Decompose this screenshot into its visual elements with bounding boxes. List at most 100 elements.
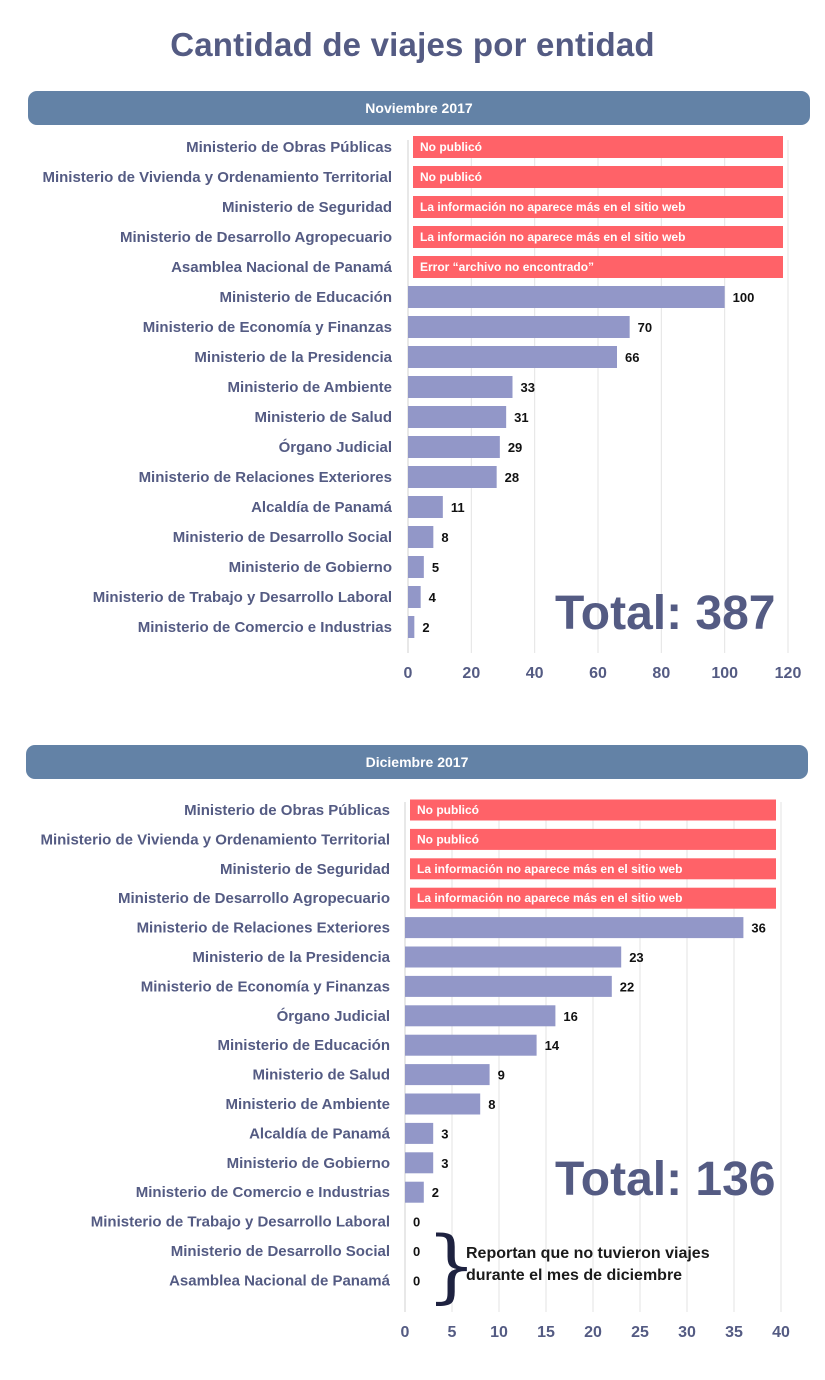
data-bar bbox=[408, 286, 725, 308]
status-label: La información no aparece más en el siti… bbox=[420, 230, 685, 244]
data-bar bbox=[405, 1122, 434, 1144]
x-tick-label: 10 bbox=[490, 1324, 508, 1341]
data-bar bbox=[408, 466, 497, 488]
chart-december: 0 5 10 15 20 25 30 35 40 Ministerio de Obras Públ… bbox=[0, 790, 825, 1360]
data-label: 5 bbox=[432, 560, 439, 575]
category-label: Ministerio de Gobierno bbox=[229, 559, 392, 576]
category-label: Ministerio de Desarrollo Social bbox=[171, 1243, 390, 1260]
x-tick-label: 0 bbox=[404, 665, 413, 682]
x-tick-label: 120 bbox=[775, 665, 802, 682]
x-tick-label: 20 bbox=[462, 665, 480, 682]
data-label: 28 bbox=[505, 470, 519, 485]
data-label: 33 bbox=[521, 380, 535, 395]
total-november: Total: 387 bbox=[555, 587, 776, 640]
chart-november: 0 20 40 60 80 100 120 Ministerio de Obras Públi… bbox=[0, 130, 825, 700]
category-label: Ministerio de Desarrollo Agropecuario bbox=[120, 229, 392, 246]
category-label: Ministerio de Economía y Finanzas bbox=[141, 978, 390, 995]
category-label: Ministerio de Educación bbox=[219, 289, 392, 306]
data-label: 8 bbox=[441, 530, 448, 545]
status-label: No publicó bbox=[420, 170, 482, 184]
category-label: Ministerio de Seguridad bbox=[222, 199, 392, 216]
category-label: Ministerio de Relaciones Exteriores bbox=[139, 469, 392, 486]
unpublished-bar bbox=[413, 166, 783, 188]
category-label: Ministerio de Desarrollo Agropecuario bbox=[118, 890, 390, 907]
category-label: Ministerio de Comercio e Industrias bbox=[136, 1184, 390, 1201]
data-bar bbox=[405, 946, 622, 968]
zero-trips-note: Reportan que no tuvieron viajes durante … bbox=[466, 1245, 710, 1284]
data-bar bbox=[405, 1181, 424, 1203]
category-label: Ministerio de Seguridad bbox=[220, 861, 390, 878]
data-label: 3 bbox=[441, 1126, 448, 1141]
x-tick-label: 25 bbox=[631, 1324, 649, 1341]
data-bar bbox=[408, 376, 513, 398]
data-label: 2 bbox=[422, 620, 429, 635]
x-tick-label: 35 bbox=[725, 1324, 743, 1341]
data-label: 9 bbox=[498, 1068, 505, 1083]
category-label: Ministerio de Salud bbox=[254, 409, 392, 426]
data-label: 23 bbox=[629, 950, 643, 965]
category-label: Ministerio de la Presidencia bbox=[192, 949, 390, 966]
data-bar bbox=[408, 526, 434, 548]
category-label: Ministerio de Comercio e Industrias bbox=[138, 619, 392, 636]
data-bar bbox=[405, 1152, 434, 1174]
category-label: Ministerio de Educación bbox=[217, 1037, 390, 1054]
data-label: 11 bbox=[451, 500, 465, 515]
category-label: Ministerio de la Presidencia bbox=[194, 349, 392, 366]
x-tick-label: 100 bbox=[711, 665, 738, 682]
category-label: Ministerio de Obras Públicas bbox=[186, 139, 392, 156]
bar-chart-november: 0 20 40 60 80 100 120 Ministerio de Obras Públi… bbox=[42, 136, 802, 682]
x-tick-label: 5 bbox=[448, 1324, 457, 1341]
data-label: 29 bbox=[508, 440, 522, 455]
data-bar bbox=[405, 1005, 556, 1027]
x-tick-label: 20 bbox=[584, 1324, 602, 1341]
x-tick-label: 0 bbox=[401, 1324, 410, 1341]
data-label: 3 bbox=[441, 1156, 448, 1171]
status-label: No publicó bbox=[420, 140, 482, 154]
category-label: Ministerio de Ambiente bbox=[228, 379, 392, 396]
data-label: 2 bbox=[432, 1185, 439, 1200]
status-label: No publicó bbox=[417, 803, 479, 817]
data-label: 16 bbox=[563, 1009, 577, 1024]
data-label: 4 bbox=[429, 590, 437, 605]
category-label: Ministerio de Relaciones Exteriores bbox=[137, 920, 390, 937]
category-label: Ministerio de Gobierno bbox=[227, 1155, 390, 1172]
page-title: Cantidad de viajes por entidad bbox=[170, 26, 655, 63]
brace-icon: } bbox=[426, 1219, 477, 1312]
x-tick-label: 15 bbox=[537, 1324, 555, 1341]
category-label: Asamblea Nacional de Panamá bbox=[169, 1272, 391, 1289]
unpublished-bar bbox=[413, 256, 783, 278]
data-label: 14 bbox=[545, 1038, 560, 1053]
data-label: 0 bbox=[413, 1244, 420, 1259]
data-bar bbox=[405, 1034, 537, 1056]
data-bar bbox=[408, 496, 443, 518]
data-label: 22 bbox=[620, 979, 634, 994]
data-bar bbox=[405, 1093, 481, 1115]
data-label: 31 bbox=[514, 410, 528, 425]
data-bar bbox=[408, 616, 415, 638]
data-label: 8 bbox=[488, 1097, 495, 1112]
data-bar bbox=[408, 346, 617, 368]
data-bar bbox=[408, 436, 500, 458]
unpublished-bar bbox=[413, 196, 783, 218]
category-label: Alcaldía de Panamá bbox=[249, 1125, 391, 1142]
status-label: La información no aparece más en el siti… bbox=[420, 200, 685, 214]
category-label: Órgano Judicial bbox=[277, 1007, 390, 1025]
category-label: Ministerio de Obras Públicas bbox=[184, 802, 390, 819]
data-bar bbox=[408, 406, 507, 428]
unpublished-bar bbox=[410, 858, 776, 880]
total-december: Total: 136 bbox=[555, 1153, 776, 1206]
category-label: Ministerio de Economía y Finanzas bbox=[143, 319, 392, 336]
data-label: 70 bbox=[638, 320, 652, 335]
status-label: La información no aparece más en el siti… bbox=[417, 862, 682, 876]
data-label: 0 bbox=[413, 1215, 420, 1230]
x-tick-label: 60 bbox=[589, 665, 607, 682]
category-label: Ministerio de Trabajo y Desarrollo Labor… bbox=[93, 589, 392, 606]
category-label: Ministerio de Trabajo y Desarrollo Labor… bbox=[91, 1214, 390, 1231]
category-label: Ministerio de Salud bbox=[252, 1067, 390, 1084]
data-label: 0 bbox=[413, 1273, 420, 1288]
period-banner-december: Diciembre 2017 bbox=[26, 745, 808, 779]
category-label: Asamblea Nacional de Panamá bbox=[171, 259, 393, 276]
category-label: Ministerio de Ambiente bbox=[226, 1096, 390, 1113]
category-label: Ministerio de Vivienda y Ordenamiento Te… bbox=[42, 169, 392, 186]
status-label: No publicó bbox=[417, 832, 479, 846]
